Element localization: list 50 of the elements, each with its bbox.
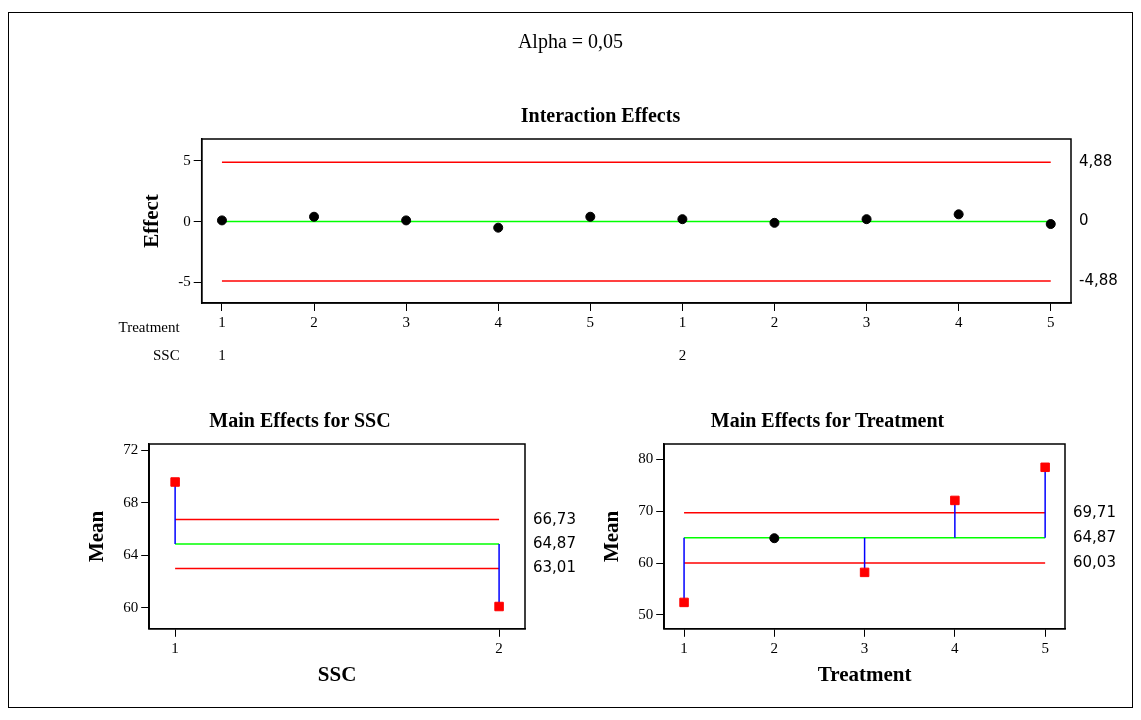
x-tick-label: 2 xyxy=(770,639,779,656)
x-tick-label: 5 xyxy=(586,313,595,330)
x-tick-label: 5 xyxy=(1041,639,1049,656)
y-tick-label: -5 xyxy=(178,273,191,290)
chart-title: Main Effects for Treatment xyxy=(710,409,945,432)
ref-line-label: 63,01 xyxy=(533,558,576,577)
y-tick-label: 5 xyxy=(183,151,191,168)
x-tick-label: 2 xyxy=(495,639,503,656)
y-tick-label: 80 xyxy=(638,450,654,467)
chart-title: Main Effects for SSC xyxy=(209,409,391,432)
y-tick-label: 70 xyxy=(638,502,654,519)
chart-title: Interaction Effects xyxy=(520,104,681,127)
x-tick-label: 4 xyxy=(954,313,963,330)
y-axis-title: Effect xyxy=(139,194,164,248)
y-tick-label: 50 xyxy=(638,605,654,622)
x-tick-label: 1 xyxy=(680,639,688,656)
x-tick-label: 2 xyxy=(310,313,318,330)
ref-line-label: 69,71 xyxy=(1073,502,1116,521)
y-tick-label: 60 xyxy=(638,554,654,570)
chart-subtitle: Alpha = 0,05 xyxy=(516,30,625,53)
text: 1 xyxy=(218,346,226,363)
x-axis-title: SSC xyxy=(317,661,357,686)
ref-line-label: 0 xyxy=(1079,211,1089,230)
ref-line-label: 60,03 xyxy=(1073,552,1116,571)
text: 2 xyxy=(678,346,687,363)
ref-line-label: 66,73 xyxy=(533,509,576,528)
x-tick-label: 2 xyxy=(770,313,779,330)
ref-line-label: 64,87 xyxy=(533,533,576,552)
y-tick-label: 60 xyxy=(123,598,139,615)
x-tick-label: 3 xyxy=(862,313,871,330)
x-tick-label: 1 xyxy=(218,313,226,330)
x-tick-label: 4 xyxy=(951,639,960,656)
x-tick-label: 3 xyxy=(402,313,410,330)
ref-line-label: 4,88 xyxy=(1079,152,1113,171)
y-tick-label: 0 xyxy=(183,212,191,229)
x-axis-title: Treatment xyxy=(817,661,912,686)
x-tick-label: 3 xyxy=(860,639,869,656)
y-axis-title: Mean xyxy=(599,510,624,563)
ref-line-label: -4,88 xyxy=(1079,270,1118,289)
y-axis-title: Mean xyxy=(84,510,109,563)
ref-line-label: 64,87 xyxy=(1073,527,1116,546)
y-tick-label: 64 xyxy=(123,546,139,563)
x-axis-title: Treatment xyxy=(118,318,181,335)
x-tick-label: 4 xyxy=(494,313,503,330)
x-tick-label: 1 xyxy=(678,313,687,330)
y-tick-label: 72 xyxy=(123,441,139,458)
x-tick-label: 1 xyxy=(171,639,179,656)
y-tick-label: 68 xyxy=(123,493,139,510)
x-tick-label: 5 xyxy=(1046,313,1055,330)
text: SSC xyxy=(152,346,180,363)
